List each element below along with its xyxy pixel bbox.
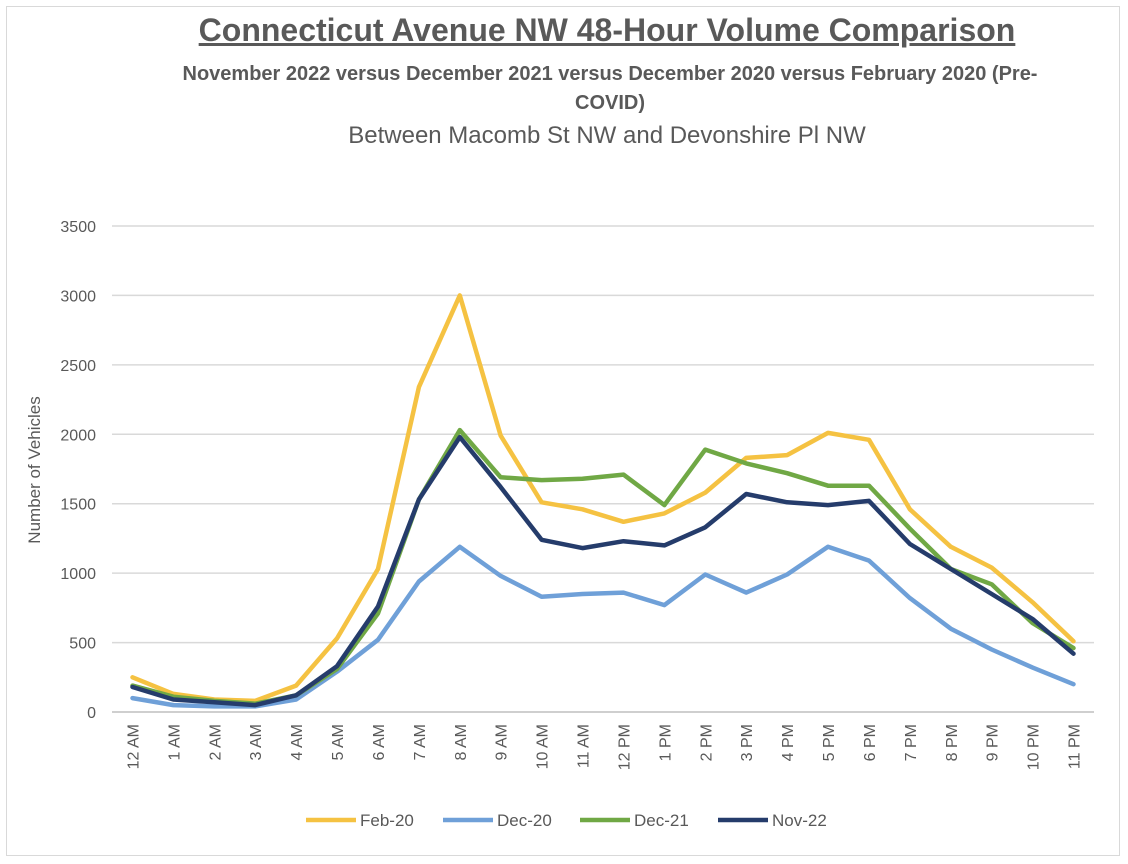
x-tick-label: 11 PM xyxy=(1067,724,1084,769)
x-tick-label: 4 PM xyxy=(780,724,797,761)
series-line-dec-20 xyxy=(130,544,1076,709)
x-tick-label: 6 AM xyxy=(371,724,388,760)
y-tick-label: 3000 xyxy=(60,288,96,305)
series-line-nov-22 xyxy=(130,434,1076,708)
x-axis-ticks: 12 AM 1 AM 2 AM 3 AM 4 AM 5 AM 6 AM 7 AM 8 AM 9 A… xyxy=(125,724,1083,770)
series-line-feb-20 xyxy=(130,293,1076,704)
y-tick-label: 2500 xyxy=(60,358,96,375)
x-tick-label: 5 AM xyxy=(330,724,347,760)
x-tick-label: 9 PM xyxy=(985,724,1002,761)
y-tick-label: 1500 xyxy=(60,497,96,514)
x-tick-label: 10 PM xyxy=(1026,724,1043,770)
x-tick-label: 3 AM xyxy=(248,724,265,760)
x-tick-label: 1 AM xyxy=(166,724,183,760)
x-tick-label: 9 AM xyxy=(494,724,511,760)
x-tick-label: 1 PM xyxy=(657,724,674,761)
chart-title: Connecticut Avenue NW 48-Hour Volume Com… xyxy=(198,12,1016,48)
series-lines xyxy=(130,293,1076,709)
gridlines xyxy=(112,225,1094,713)
chart-subtitle: November 2022 versus December 2021 versu… xyxy=(182,63,1038,114)
x-tick-label: 12 AM xyxy=(125,724,142,769)
x-tick-label: 3 PM xyxy=(739,724,756,761)
x-tick-label: 8 PM xyxy=(944,724,961,761)
legend-label: Feb-20 xyxy=(360,811,414,830)
y-tick-label: 0 xyxy=(87,705,96,722)
x-tick-label: 5 PM xyxy=(821,724,838,761)
y-tick-label: 3500 xyxy=(60,219,96,236)
x-tick-label: 2 PM xyxy=(698,724,715,761)
x-tick-label: 2 AM xyxy=(207,724,224,760)
y-axis-label: Number of Vehicles xyxy=(25,396,44,543)
x-tick-label: 7 PM xyxy=(903,724,920,761)
legend-label: Nov-22 xyxy=(772,811,827,830)
legend-label: Dec-20 xyxy=(497,811,552,830)
y-tick-label: 500 xyxy=(69,636,96,653)
x-tick-label: 8 AM xyxy=(453,724,470,760)
x-tick-label: 7 AM xyxy=(412,724,429,760)
y-tick-label: 1000 xyxy=(60,566,96,583)
series-line-dec-21 xyxy=(130,427,1076,706)
y-axis-ticks: 0 500 1000 1500 2000 2500 3000 3500 xyxy=(60,219,96,722)
legend-label: Dec-21 xyxy=(634,811,689,830)
y-tick-label: 2000 xyxy=(60,427,96,444)
x-tick-label: 6 PM xyxy=(862,724,879,761)
x-tick-label: 11 AM xyxy=(576,724,593,768)
x-tick-label: 12 PM xyxy=(616,724,633,770)
x-tick-label: 4 AM xyxy=(289,724,306,760)
x-tick-label: 10 AM xyxy=(535,724,552,769)
legend: Feb-20 Dec-20 Dec-21 Nov-22 xyxy=(306,811,827,830)
chart-frame xyxy=(6,6,1120,856)
chart-location-subtitle: Between Macomb St NW and Devonshire Pl N… xyxy=(348,122,866,149)
